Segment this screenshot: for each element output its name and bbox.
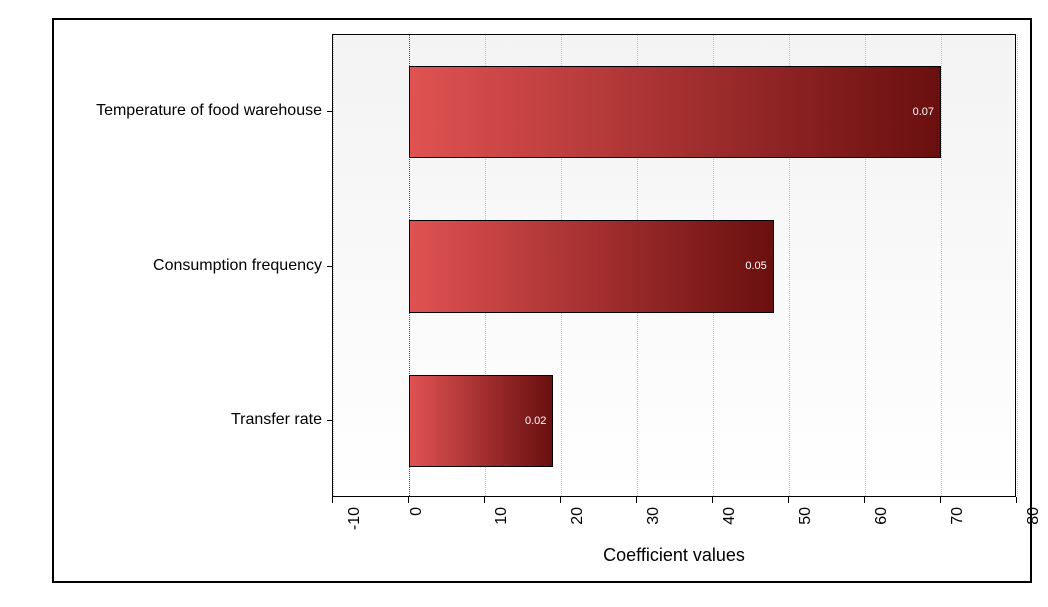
y-tick: [327, 420, 332, 421]
plot-area: 0.07 0.05 0.02: [332, 34, 1016, 497]
x-tick-label: 50: [797, 507, 815, 525]
x-tick-label: 30: [645, 507, 663, 525]
x-tick: [636, 497, 637, 503]
y-tick-label: Temperature of food warehouse: [96, 102, 322, 120]
x-tick-label: -10: [346, 507, 364, 530]
x-tick: [408, 497, 409, 503]
x-tick-label: 70: [949, 507, 967, 525]
gridline: [333, 35, 334, 496]
bar-value-label: 0.02: [525, 415, 546, 427]
x-tick: [788, 497, 789, 503]
bar-value-label: 0.05: [745, 260, 766, 272]
x-tick: [712, 497, 713, 503]
y-tick-label: Consumption frequency: [153, 257, 322, 275]
x-tick: [560, 497, 561, 503]
x-tick: [864, 497, 865, 503]
x-tick-label: 20: [569, 507, 587, 525]
y-tick-label: Transfer rate: [231, 411, 322, 429]
bar: 0.07: [409, 66, 941, 159]
x-tick-label: 60: [873, 507, 891, 525]
bar: 0.05: [409, 220, 774, 313]
gridline: [1017, 35, 1018, 496]
x-tick-label: 40: [721, 507, 739, 525]
x-tick: [1016, 497, 1017, 503]
x-tick: [484, 497, 485, 503]
x-axis-title: Coefficient values: [603, 545, 745, 566]
y-tick: [327, 266, 332, 267]
x-tick-label: 0: [408, 507, 426, 516]
gridline: [941, 35, 942, 496]
x-tick-label: 80: [1025, 507, 1043, 525]
x-tick-label: 10: [493, 507, 511, 525]
y-tick: [327, 111, 332, 112]
x-tick: [940, 497, 941, 503]
bar: 0.02: [409, 375, 553, 468]
x-tick: [332, 497, 333, 503]
bar-value-label: 0.07: [913, 106, 934, 118]
